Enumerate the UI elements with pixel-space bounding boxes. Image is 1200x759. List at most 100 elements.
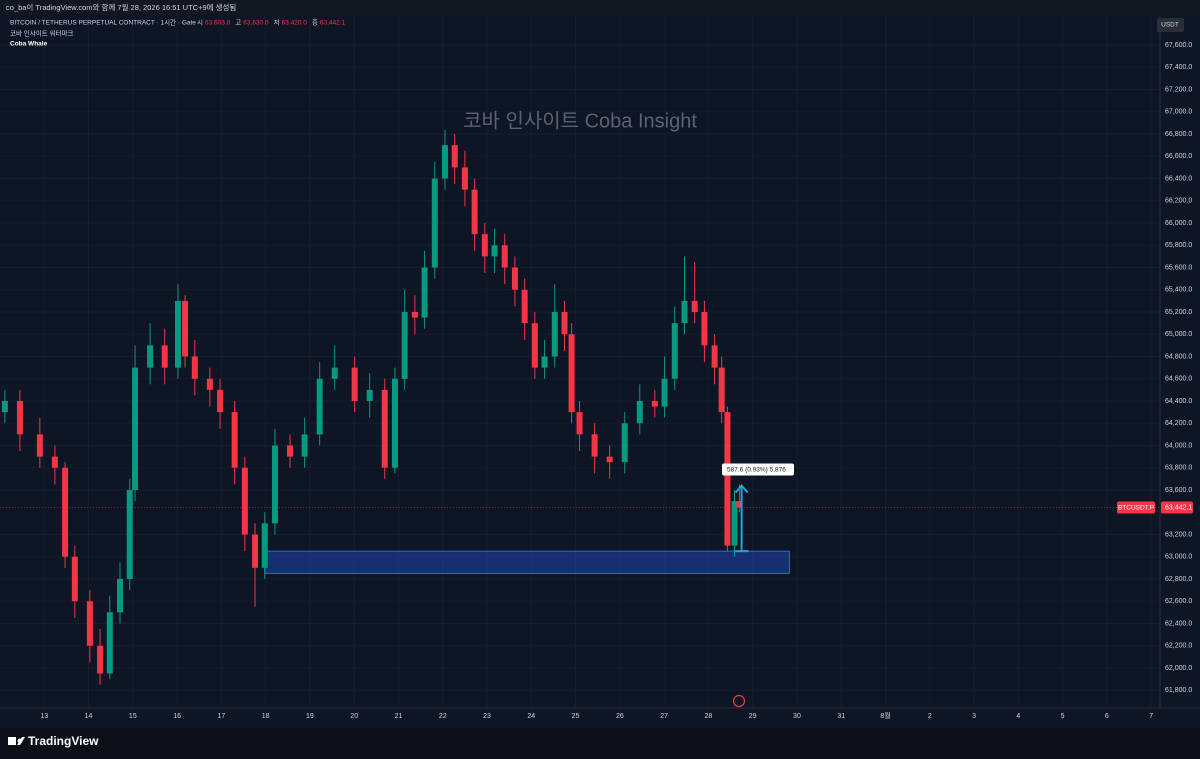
y-tick-label: 62,200.0 [1165,643,1192,650]
watermark: 코바 인사이트 Coba Insight [463,109,697,132]
candle-body [217,389,224,413]
candle-body [718,367,725,413]
y-tick-label: 64,600.0 [1165,376,1192,383]
ohlc-key: 종 [312,19,318,27]
y-tick-label: 67,600.0 [1165,42,1192,49]
y-tick-label: 65,800.0 [1165,242,1192,249]
candle-body [701,312,708,346]
candle-body [461,167,468,190]
candle-body [411,312,418,318]
x-tick-label: 3 [972,713,976,720]
candle-body [51,456,58,468]
candle-body [301,434,308,457]
y-tick-label: 64,200.0 [1165,420,1192,427]
candle-body [561,312,568,335]
currency-button[interactable] [1157,18,1184,32]
x-tick-label: 19 [306,713,314,720]
x-tick-label: 31 [837,713,845,720]
indicator-label: 코바 인사이트 워터마크 [10,29,73,38]
candle-body [511,267,518,290]
ohlc-readout: 시 63,603.8 고 63,630.0 저 63,420.0 종 63,442.1 [197,18,346,27]
y-tick-label: 64,800.0 [1165,353,1192,360]
y-tick-label: 65,200.0 [1165,309,1192,316]
footer-logo-text: TradingView [28,734,99,748]
candle-body [431,178,438,268]
candle-body [261,523,268,568]
y-tick-label: 67,200.0 [1165,86,1192,93]
candle-body [606,456,613,463]
candle-body [661,378,668,407]
y-tick-label: 63,200.0 [1165,531,1192,538]
candle-body [576,412,583,435]
y-tick-label: 64,400.0 [1165,398,1192,405]
candle-body [71,556,78,602]
candle-body [36,434,43,457]
candle-body [731,501,738,546]
candle-body [471,189,478,235]
y-tick-label: 66,200.0 [1165,198,1192,205]
y-tick-label: 63,000.0 [1165,554,1192,561]
indicator-label[interactable]: Coba Whale [10,41,48,48]
candle-body [491,245,498,257]
candle-body [381,389,388,468]
last-price-tag-box [1161,501,1193,514]
candle-body [116,578,123,613]
ohlc-key: 저 [274,18,280,27]
symbol-tag: BTCUSDT.P [1118,504,1154,511]
y-tick-label: 62,600.0 [1165,598,1192,605]
candle-body [391,378,398,468]
x-tick-label: 18 [262,713,270,720]
x-tick-label: 20 [350,713,358,720]
y-tick-label: 66,000.0 [1165,220,1192,227]
y-tick-label: 65,000.0 [1165,331,1192,338]
x-tick-label: 13 [40,713,48,720]
candle-body [401,312,408,379]
y-tick-label: 62,000.0 [1165,665,1192,672]
y-tick-label: 62,800.0 [1165,576,1192,583]
candle-body [551,312,558,357]
measure-arrow-head [734,483,749,494]
candle-body [182,300,189,357]
x-tick-label: 6 [1105,713,1109,720]
event-icon[interactable] [732,694,746,708]
candle-body [132,367,139,490]
candle-body [681,300,688,324]
candle-body [531,323,538,368]
x-tick-label: 4 [1016,713,1020,720]
y-tick-label: 65,600.0 [1165,264,1192,271]
measure-label-box [722,463,794,476]
candle-body [147,345,154,368]
candle-body [86,601,93,646]
candle-body [231,412,238,468]
ohlc-value: 63,442.1 [320,20,346,27]
candle-body [421,267,428,318]
caption-bar [0,0,1200,15]
last-price-tag: 63,442.1 [1165,504,1192,511]
window-caption: co_ba이 TradingView.com와 함께 7월 28, 2026 1… [6,2,236,12]
y-tick-label: 63,600.0 [1165,487,1192,494]
tradingview-logo [8,737,25,745]
x-tick-label: 17 [217,713,225,720]
y-tick-label: 62,400.0 [1165,620,1192,627]
candle-body [191,356,198,379]
candle-body [651,400,658,407]
ohlc-key: 고 [235,19,241,27]
support-zone [264,550,790,574]
footer-bar [0,728,1200,759]
candle-body [568,334,575,413]
x-tick-label: 26 [616,713,624,720]
x-tick-label: 24 [527,713,535,720]
x-tick-label: 14 [85,713,93,720]
candle-body [97,645,104,674]
y-tick-label: 64,000.0 [1165,442,1192,449]
candle-body [441,145,448,179]
x-tick-label: 29 [749,713,757,720]
candle-body [451,145,458,168]
x-tick-label: 22 [439,713,447,720]
candle-body [287,445,293,457]
candle-body [241,467,248,535]
candle-body [541,356,548,368]
currency-label[interactable]: USDT [1161,22,1179,29]
y-tick-label: 65,400.0 [1165,287,1192,294]
